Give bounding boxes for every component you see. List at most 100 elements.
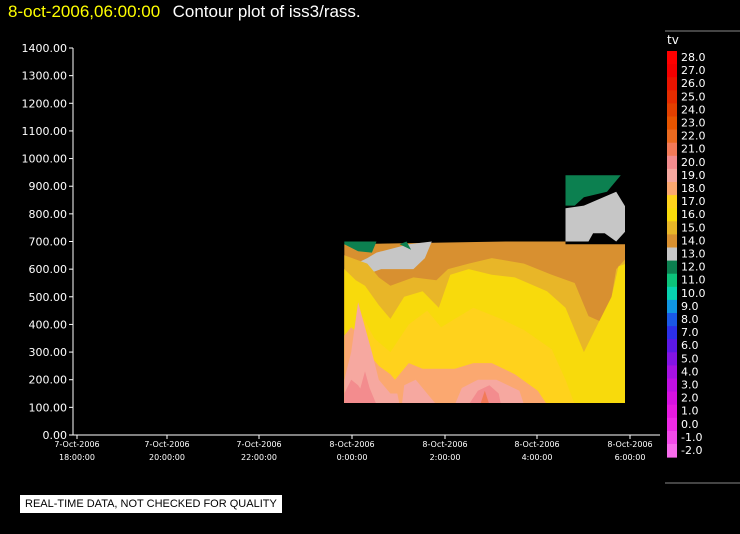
quality-notice: REAL-TIME DATA, NOT CHECKED FOR QUALITY [20,495,282,513]
colorbar-tick-label: -1.0 [681,431,702,444]
contour-region-19.0 [401,379,437,405]
contour-region-20.0 [355,371,377,405]
contour-region-12.0 [399,241,412,250]
x-tick-date: 8-Oct-2006 [607,440,652,449]
x-tick-time: 18:00:00 [59,453,95,462]
colorbar-tick-label: 4.0 [681,365,699,378]
y-tick-label: 500.00 [29,291,68,304]
x-tick-date: 7-Oct-2006 [144,440,189,449]
x-tick-date: 7-Oct-2006 [236,440,281,449]
y-tick-label: 0.00 [43,429,68,442]
y-axis-ticks: 0.00 100.00 200.00 300.00 400.00 500.00 600.00… [22,42,73,442]
colorbar-swatch [667,352,677,366]
x-tick-time: 22:00:00 [241,453,277,462]
colorbar-tick-label: 9.0 [681,300,699,313]
colorbar-swatch [667,129,677,144]
x-tick-time: 4:00:00 [522,453,553,462]
colorbar-swatch [667,208,677,222]
y-tick-label: 200.00 [29,374,68,387]
colorbar-tick-label: 23.0 [681,117,706,130]
colorbar-swatch [667,286,677,301]
y-tick-label: 300.00 [29,346,68,359]
left-pad [74,48,75,435]
colorbar-swatch [667,404,677,419]
colorbar-swatch [667,430,677,445]
colorbar-tick-label: 26.0 [681,77,706,90]
colorbar-tick-label: 28.0 [681,51,706,64]
y-tick-label: 700.00 [29,236,68,249]
x-axis-ticks: 7-Oct-2006 18:00:00 7-Oct-2006 20:00:00 7-Oc… [54,435,653,462]
colorbar-swatch [667,195,677,209]
contour-region-12.0 [565,175,621,206]
contour-fields [74,48,660,435]
colorbar-tick-label: 6.0 [681,339,699,352]
colorbar-swatch [667,326,677,340]
colorbar-swatch [667,273,677,288]
x-tick-time: 6:00:00 [615,453,646,462]
colorbar-swatch [667,155,677,170]
contour-region-12.0 [344,241,377,253]
x-tick-date: 8-Oct-2006 [514,440,559,449]
colorbar-swatch [667,299,677,314]
x-tick-date: 7-Oct-2006 [54,440,99,449]
colorbar-swatch [667,417,677,432]
y-tick-label: 1300.00 [22,70,68,83]
colorbar-swatch [667,142,677,157]
y-tick-label: 900.00 [29,180,68,193]
colorbar-swatch [667,77,677,91]
y-tick-label: 600.00 [29,263,68,276]
colorbar-tick-label: 8.0 [681,313,699,326]
x-tick-time: 2:00:00 [430,453,461,462]
y-tick-label: 800.00 [29,208,68,221]
colorbar-tick-label: 11.0 [681,274,706,287]
colorbar-tick-label: 3.0 [681,379,699,392]
colorbar-swatch [667,51,677,65]
y-tick-label: 1400.00 [22,42,68,55]
no-data-band [75,403,625,434]
y-tick-label: 400.00 [29,318,68,331]
colorbar-tick-label: 22.0 [681,130,706,143]
date-label: 8-oct-2006,06:00:00 [8,2,161,21]
contour-region-21.0 [480,390,490,405]
colorbar-swatch [667,64,677,78]
no-data-region [77,48,627,242]
colorbar-swatch [667,221,677,235]
colorbar-tick-label: 18.0 [681,182,706,195]
x-tick-date: 8-Oct-2006 [422,440,467,449]
colorbar-swatch [667,391,677,406]
colorbar-swatch [667,168,677,183]
x-tick-time: 0:00:00 [337,453,368,462]
contour-region-19.0 [344,302,400,405]
title-row: 8-oct-2006,06:00:00 Contour plot of iss3… [8,2,361,24]
contour-region-13.0 [565,191,627,242]
colorbar-swatch [667,116,677,131]
y-tick-label: 100.00 [29,401,68,414]
colorbar-tick-label: 12.0 [681,261,706,274]
plot-title: Contour plot of iss3/rass. [172,2,361,21]
colorbar-tick-label: 14.0 [681,234,706,247]
colorbar-swatch [667,260,677,275]
colorbar-label: tv [667,33,679,47]
x-tick-date: 8-Oct-2006 [329,440,374,449]
x-tick-time: 20:00:00 [149,453,185,462]
colorbar-swatch [667,103,677,117]
colorbar-tick-label: 13.0 [681,248,706,261]
y-tick-label: 1200.00 [22,97,68,110]
colorbar-swatch [667,234,677,248]
colorbar-swatch [667,247,677,262]
colorbar-tick-label: 2.0 [681,392,699,405]
colorbar-tick-label: 15.0 [681,221,706,234]
colorbar-tick-label: 27.0 [681,64,706,77]
colorbar-swatch [667,444,677,458]
y-tick-label: 1000.00 [22,153,68,166]
colorbar-swatch [667,182,677,196]
colorbar-tick-label: 10.0 [681,287,706,300]
colorbar-tick-label: 19.0 [681,169,706,182]
colorbar-tick-label: -2.0 [681,444,702,457]
colorbar: tv28.027.026.025.024.023.022.021.020.019… [667,33,706,458]
colorbar-swatch [667,378,677,393]
y-tick-label: 1100.00 [22,125,68,138]
colorbar-tick-label: 16.0 [681,208,706,221]
colorbar-tick-label: 1.0 [681,405,699,418]
